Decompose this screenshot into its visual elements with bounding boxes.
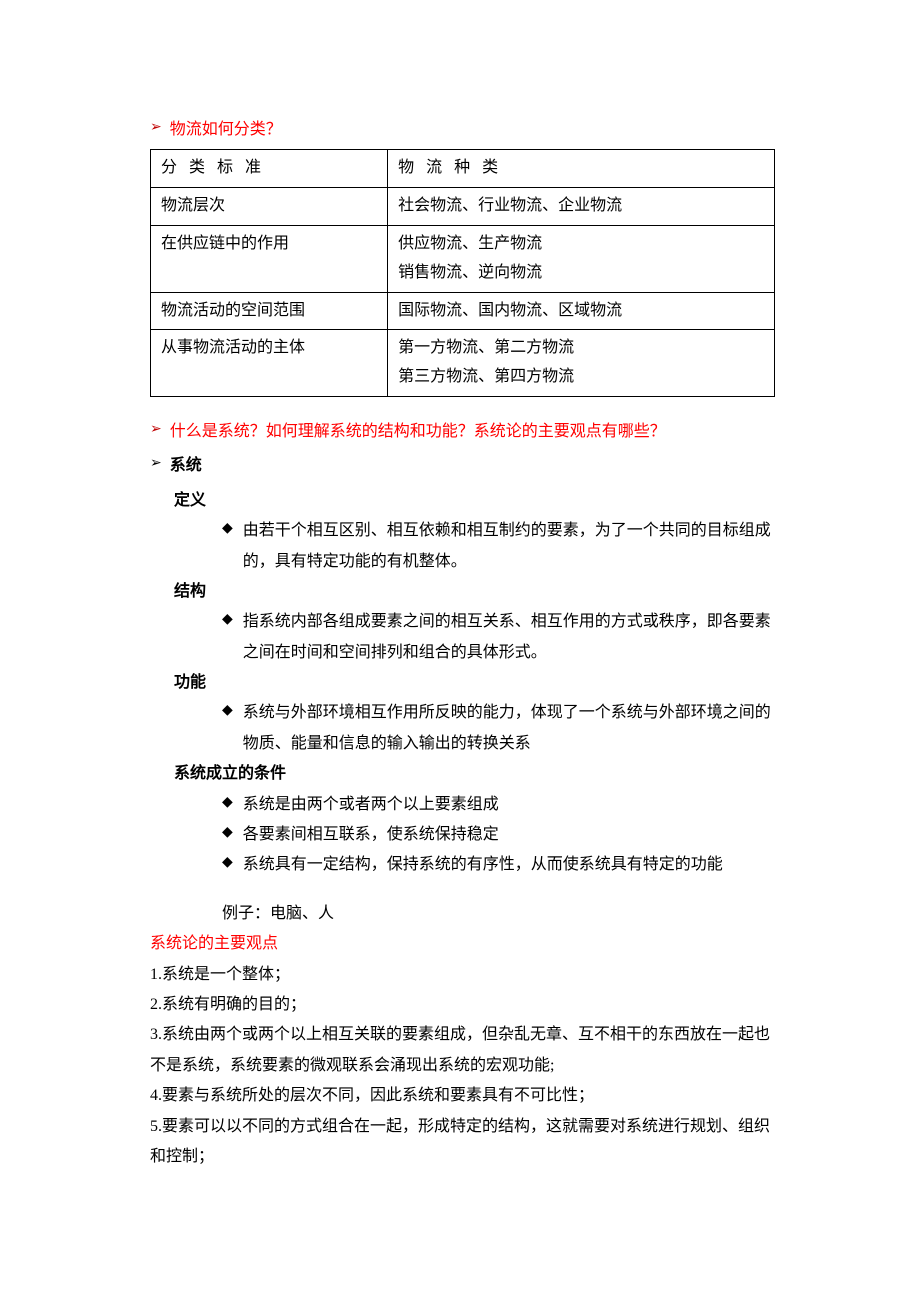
system-label: 系统 (170, 451, 202, 481)
document-page: ➢ 物流如何分类？ 分 类 标 准 物 流 种 类 物流层次 社会物流、行业物流… (0, 0, 920, 1302)
diamond-item: ◆ 由若干个相互区别、相互依赖和相互制约的要素，为了一个共同的目标组成的，具有特… (150, 516, 775, 577)
table-cell: 物流层次 (151, 188, 388, 226)
structure-text: 指系统内部各组成要素之间的相互关系、相互作用的方式或秩序，即各要素之间在时间和空… (243, 607, 775, 668)
viewpoint-item: 4.要素与系统所处的层次不同，因此系统和要素具有不可比性； (150, 1081, 775, 1111)
function-text: 系统与外部环境相互作用所反映的能力，体现了一个系统与外部环境之间的物质、能量和信… (243, 698, 775, 759)
classification-table: 分 类 标 准 物 流 种 类 物流层次 社会物流、行业物流、企业物流 在供应链… (150, 149, 775, 397)
table-cell: 供应物流、生产物流 销售物流、逆向物流 (388, 225, 775, 292)
condition-text: 各要素间相互联系，使系统保持稳定 (243, 820, 499, 850)
q2-title: 什么是系统？如何理解系统的结构和功能？系统论的主要观点有哪些？ (170, 417, 666, 447)
table-cell: 国际物流、国内物流、区域物流 (388, 292, 775, 330)
diamond-item: ◆ 系统是由两个或者两个以上要素组成 (150, 790, 775, 820)
arrow-icon: ➢ (150, 417, 162, 444)
diamond-icon: ◆ (222, 607, 233, 634)
diamond-item: ◆ 系统具有一定结构，保持系统的有序性，从而使系统具有特定的功能 (150, 850, 775, 880)
viewpoint-item: 3.系统由两个或两个以上相互关联的要素组成，但杂乱无章、互不相干的东西放在一起也… (150, 1020, 775, 1081)
table-cell: 物流活动的空间范围 (151, 292, 388, 330)
table-header-cell: 分 类 标 准 (151, 150, 388, 188)
diamond-icon: ◆ (222, 516, 233, 543)
system-heading: ➢ 系统 (150, 451, 775, 481)
table-cell: 从事物流活动的主体 (151, 330, 388, 397)
function-label: 功能 (150, 668, 775, 698)
structure-label: 结构 (150, 577, 775, 607)
table-header-cell: 物 流 种 类 (388, 150, 775, 188)
table-row: 在供应链中的作用 供应物流、生产物流 销售物流、逆向物流 (151, 225, 775, 292)
example-text: 例子：电脑、人 (150, 899, 775, 929)
viewpoint-item: 2.系统有明确的目的； (150, 990, 775, 1020)
q1-title: 物流如何分类？ (170, 115, 282, 145)
diamond-item: ◆ 各要素间相互联系，使系统保持稳定 (150, 820, 775, 850)
viewpoint-item: 5.要素可以以不同的方式组合在一起，形成特定的结构，这就需要对系统进行规划、组织… (150, 1112, 775, 1173)
diamond-item: ◆ 指系统内部各组成要素之间的相互关系、相互作用的方式或秩序，即各要素之间在时间… (150, 607, 775, 668)
diamond-icon: ◆ (222, 820, 233, 847)
table-row: 分 类 标 准 物 流 种 类 (151, 150, 775, 188)
table-row: 物流活动的空间范围 国际物流、国内物流、区域物流 (151, 292, 775, 330)
viewpoint-item: 1.系统是一个整体； (150, 960, 775, 990)
condition-text: 系统是由两个或者两个以上要素组成 (243, 790, 499, 820)
condition-text: 系统具有一定结构，保持系统的有序性，从而使系统具有特定的功能 (243, 850, 723, 880)
viewpoints-label: 系统论的主要观点 (150, 929, 775, 959)
q2-heading: ➢ 什么是系统？如何理解系统的结构和功能？系统论的主要观点有哪些？ (150, 417, 775, 447)
q1-heading: ➢ 物流如何分类？ (150, 115, 775, 145)
diamond-icon: ◆ (222, 850, 233, 877)
diamond-icon: ◆ (222, 790, 233, 817)
definition-label: 定义 (150, 486, 775, 516)
table-row: 从事物流活动的主体 第一方物流、第二方物流 第三方物流、第四方物流 (151, 330, 775, 397)
table-cell: 第一方物流、第二方物流 第三方物流、第四方物流 (388, 330, 775, 397)
diamond-icon: ◆ (222, 698, 233, 725)
conditions-label: 系统成立的条件 (150, 759, 775, 789)
definition-text: 由若干个相互区别、相互依赖和相互制约的要素，为了一个共同的目标组成的，具有特定功… (243, 516, 775, 577)
table-row: 物流层次 社会物流、行业物流、企业物流 (151, 188, 775, 226)
arrow-icon: ➢ (150, 451, 162, 478)
table-cell: 社会物流、行业物流、企业物流 (388, 188, 775, 226)
diamond-item: ◆ 系统与外部环境相互作用所反映的能力，体现了一个系统与外部环境之间的物质、能量… (150, 698, 775, 759)
table-cell: 在供应链中的作用 (151, 225, 388, 292)
arrow-icon: ➢ (150, 115, 162, 142)
